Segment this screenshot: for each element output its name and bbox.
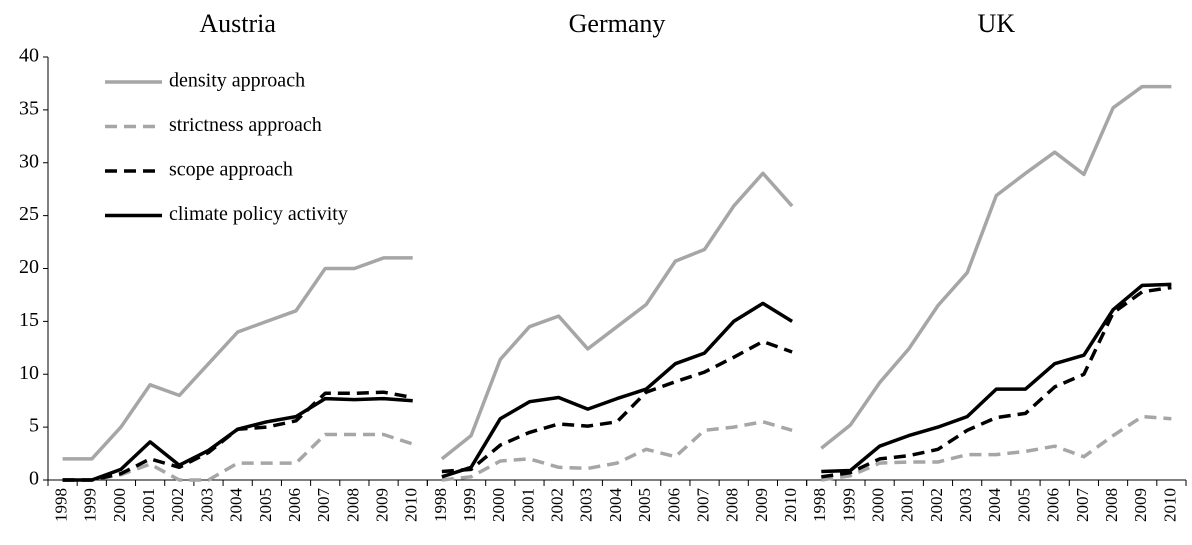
x-tick-label: 2003 [197,488,216,522]
legend-label: strictness approach [169,114,322,136]
x-tick-label: 2003 [577,488,596,522]
x-tick-label: 2006 [664,488,683,522]
x-tick-label: 2007 [693,488,712,523]
x-tick-label: 2005 [635,488,654,522]
x-tick-label: 2005 [256,488,275,522]
x-tick-label: 1998 [810,488,829,522]
x-tick-label: 2010 [781,488,800,522]
y-tick-label: 30 [19,150,39,172]
x-tick-label: 2001 [518,488,537,522]
series-line [441,339,793,474]
x-tick-label: 1999 [839,488,858,522]
panel-title: UK [978,9,1016,38]
x-tick-label: 2001 [139,488,158,522]
y-tick-label: 20 [19,256,39,278]
x-tick-label: 2008 [1102,488,1121,522]
x-tick-label: 1999 [81,488,100,522]
x-tick-label: 2009 [372,488,391,522]
x-tick-label: 2001 [898,488,917,522]
x-tick-label: 2003 [956,488,975,522]
x-tick-label: 2009 [1131,488,1150,522]
series-line [62,396,413,482]
x-tick-label: 2009 [752,488,771,522]
x-tick-label: 2000 [110,488,129,522]
x-tick-label: 2006 [1044,488,1063,522]
y-tick-label: 25 [19,203,39,225]
series-line [821,414,1172,482]
series-line [62,390,414,482]
x-tick-label: 2010 [402,488,421,522]
y-tick-label: 15 [19,309,39,331]
x-tick-label: 2007 [1073,488,1092,523]
x-tick-label: 2002 [927,488,946,522]
panel-title: Germany [569,9,666,38]
series-line [821,282,1172,474]
x-tick-label: 1998 [431,488,450,522]
x-tick-label: 2004 [227,488,246,523]
panel-title: Austria [199,9,276,38]
y-tick-label: 0 [29,468,39,490]
x-tick-label: 2005 [1014,488,1033,522]
x-tick-label: 2010 [1160,488,1179,522]
legend-label: climate policy activity [169,203,348,225]
y-tick-label: 5 [29,415,39,437]
legend-label: density approach [169,70,305,92]
series-line [820,84,1172,450]
x-tick-label: 2000 [869,488,888,522]
series-line [821,285,1172,479]
x-tick-label: 2008 [343,488,362,522]
x-tick-label: 2002 [168,488,187,522]
x-tick-label: 2000 [489,488,508,522]
series-line [441,420,793,482]
x-tick-label: 1999 [460,488,479,522]
y-tick-label: 40 [19,45,39,67]
x-tick-label: 2007 [314,488,333,523]
legend-label: scope approach [169,159,293,181]
x-tick-label: 1998 [51,488,70,522]
x-tick-label: 2004 [985,487,1004,522]
x-tick-label: 2002 [548,488,567,522]
x-tick-label: 2006 [285,488,304,522]
x-tick-label: 2004 [606,488,625,523]
y-tick-label: 10 [19,362,39,384]
x-tick-label: 2008 [723,488,742,522]
series-line [440,171,794,461]
series-line [62,256,413,461]
series-line [441,301,794,479]
y-tick-label: 35 [19,97,39,119]
